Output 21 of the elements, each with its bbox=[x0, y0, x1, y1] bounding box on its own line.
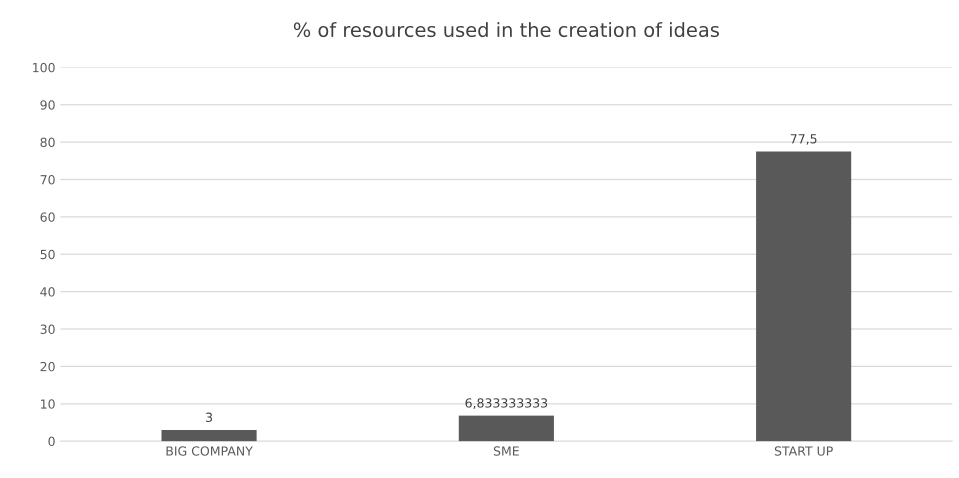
bar bbox=[161, 430, 257, 442]
bar bbox=[756, 152, 852, 442]
x-tick-label: BIG COMPANY bbox=[166, 446, 253, 456]
y-tick-label: 30 bbox=[40, 324, 55, 334]
y-tick-label: 90 bbox=[40, 100, 55, 110]
y-tick-label: 60 bbox=[40, 212, 55, 222]
y-tick-label: 80 bbox=[40, 138, 55, 148]
y-tick-label: 100 bbox=[33, 62, 55, 72]
data-label: 77,5 bbox=[790, 134, 816, 145]
y-tick-label: 20 bbox=[40, 362, 55, 372]
bar bbox=[458, 416, 554, 442]
y-tick-label: 50 bbox=[40, 250, 55, 260]
chart-title: % of resources used in the creation of ideas bbox=[294, 22, 719, 38]
y-tick-label: 0 bbox=[48, 436, 55, 446]
data-label: 6,833333333 bbox=[465, 398, 548, 409]
y-tick-label: 40 bbox=[40, 287, 55, 297]
y-tick-label: 10 bbox=[41, 399, 55, 409]
y-tick-label: 70 bbox=[40, 175, 55, 184]
x-tick-label: SME bbox=[494, 446, 519, 456]
x-tick-label: START UP bbox=[774, 446, 833, 456]
data-label: 3 bbox=[206, 412, 212, 422]
